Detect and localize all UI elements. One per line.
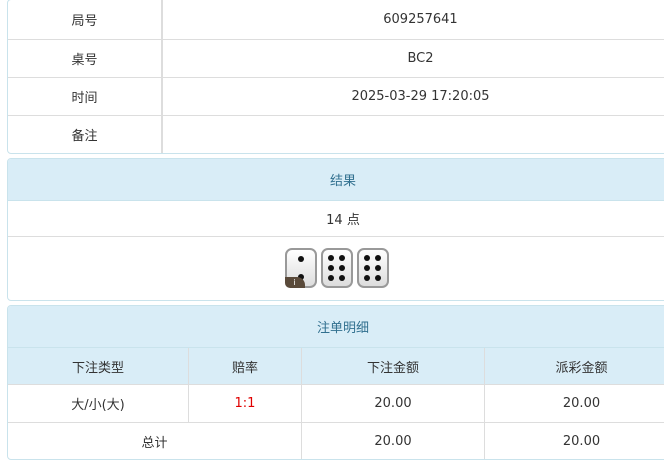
header-odds: 赔率 xyxy=(189,348,302,384)
table-row: 大/小(大) 1:1 20.00 20.00 xyxy=(8,384,664,422)
die-pip xyxy=(363,275,370,282)
die-pip xyxy=(339,275,346,282)
bet-detail-title: 注单明细 xyxy=(8,306,664,348)
round-value: 609257641 xyxy=(383,12,458,27)
bet-header-row: 下注类型 赔率 下注金额 派彩金额 xyxy=(8,348,664,384)
result-panel: 结果 14 点 i xyxy=(7,158,664,301)
die-6 xyxy=(356,248,389,288)
info-row-note: 备注 xyxy=(8,115,664,153)
info-row-time: 时间 2025-03-29 17:20:05 xyxy=(8,77,664,115)
info-badge-icon[interactable]: i xyxy=(284,277,305,288)
die-pip xyxy=(363,254,370,261)
header-bet-amount: 下注金额 xyxy=(302,348,485,384)
time-value: 2025-03-29 17:20:05 xyxy=(351,89,490,104)
time-label: 时间 xyxy=(8,78,163,115)
die-pip xyxy=(375,275,382,282)
die-pip xyxy=(375,265,382,271)
die-6 xyxy=(320,248,353,288)
die-pip xyxy=(327,275,334,282)
die-pip xyxy=(327,265,334,271)
die-pip xyxy=(297,256,304,262)
info-row-round: 局号 609257641 xyxy=(8,0,664,39)
total-payout: 20.00 xyxy=(562,434,601,449)
header-bet-type: 下注类型 xyxy=(8,348,189,384)
bet-detail-panel: 注单明细 下注类型 赔率 下注金额 派彩金额 大/小(大) 1:1 20.00 … xyxy=(7,305,664,460)
result-points: 14 点 xyxy=(8,201,664,237)
die-pip xyxy=(327,254,334,261)
total-amount: 20.00 xyxy=(302,423,485,459)
bet-amount: 20.00 xyxy=(302,385,485,422)
dice-row: i xyxy=(8,237,664,299)
result-title: 结果 xyxy=(8,159,664,201)
die-pip xyxy=(339,254,346,261)
bet-type: 大/小(大) xyxy=(8,385,189,422)
total-row: 总计 20.00 20.00 xyxy=(8,422,664,459)
note-value xyxy=(163,116,664,153)
note-label: 备注 xyxy=(8,116,163,153)
info-row-table: 桌号 BC2 xyxy=(8,39,664,77)
die-pip xyxy=(339,265,346,271)
die-2: i xyxy=(284,248,317,288)
table-value: BC2 xyxy=(407,51,434,66)
round-label: 局号 xyxy=(8,0,163,39)
odds: 1:1 xyxy=(189,385,302,422)
payout: 20.00 xyxy=(562,396,601,411)
die-pip xyxy=(375,254,382,261)
die-pip xyxy=(363,265,370,271)
info-panel: 局号 609257641 桌号 BC2 时间 2025-03-29 17:20:05 … xyxy=(7,0,664,154)
table-label: 桌号 xyxy=(8,40,163,77)
total-label: 总计 xyxy=(8,423,302,459)
header-payout: 派彩金额 xyxy=(555,360,608,376)
